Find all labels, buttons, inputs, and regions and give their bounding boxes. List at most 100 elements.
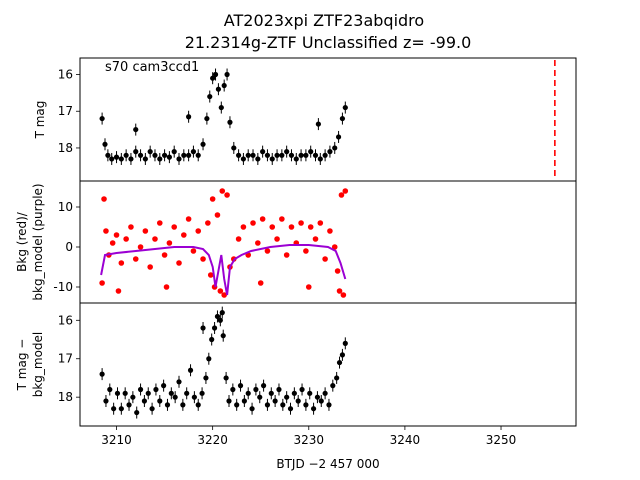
- tmag-data-point: [298, 152, 304, 158]
- diff-data-point: [339, 352, 346, 358]
- x-tick-label: 3230: [294, 433, 325, 447]
- diff-data-point: [219, 310, 225, 316]
- bkg-bkg-point: [207, 272, 214, 278]
- diff-data-point: [291, 390, 297, 396]
- bkg-bkg-point: [166, 240, 173, 246]
- tmag-y-tick-label: 18: [58, 141, 73, 155]
- bkg-bkg-point: [190, 248, 197, 254]
- bkg-bkg-point: [123, 236, 129, 242]
- tmag-data-point: [260, 149, 266, 155]
- diff-data-point: [245, 390, 251, 396]
- tmag-y-tick-label: 17: [58, 104, 73, 118]
- tmag-data-point: [284, 149, 290, 155]
- bkg-bkg-point: [171, 224, 178, 230]
- diff-data-point: [184, 390, 190, 396]
- panel-tmag: 16 17 18 T mag s70 cam3ccd1: [33, 60, 556, 180]
- bkg-bkg-point: [163, 284, 170, 290]
- bkg-bkg-point: [221, 292, 227, 298]
- diff-data-point: [310, 406, 317, 412]
- diff-y-ticks: 16 17 18: [58, 313, 80, 404]
- tmag-data-point: [105, 152, 111, 158]
- tmag-data-point: [342, 104, 348, 111]
- diff-data-point: [157, 398, 163, 404]
- tmag-data-point: [102, 141, 108, 147]
- panel-frames: [79, 57, 577, 427]
- x-tick-label: 3240: [390, 433, 421, 447]
- bkg-bkg-point: [115, 288, 122, 294]
- bkg-bkg-point: [205, 220, 211, 226]
- tmag-data-point: [218, 104, 224, 111]
- diff-data-point: [172, 394, 178, 400]
- bkg-bkg-point: [109, 240, 116, 246]
- diff-data-point: [307, 390, 313, 396]
- diff-data-point: [114, 390, 121, 396]
- bkg-bkg-point: [274, 236, 280, 242]
- diff-data-point: [318, 398, 324, 404]
- diff-data-point: [149, 406, 155, 412]
- diff-data-point: [237, 383, 244, 389]
- tmag-data-point: [224, 71, 230, 78]
- bkg-bkg-point: [269, 224, 276, 230]
- tmag-data-point: [113, 154, 120, 160]
- diff-data-point: [334, 375, 340, 381]
- diff-data-point: [130, 394, 136, 400]
- bkg-bkg-point: [322, 256, 328, 262]
- diff-data-point: [153, 386, 159, 393]
- tmag-data-point: [335, 134, 342, 140]
- bkg-y-ticks: -10 0 10: [53, 200, 80, 294]
- sector-camera-annotation: s70 cam3ccd1: [105, 60, 199, 75]
- tmag-y-label: T mag: [33, 101, 47, 140]
- tmag-data-point: [186, 114, 192, 120]
- bkg-bkg-point: [118, 260, 125, 266]
- x-tick-label: 3250: [486, 433, 517, 447]
- tmag-data-point: [99, 115, 105, 122]
- tmag-data-point: [204, 115, 210, 122]
- diff-data-point: [118, 406, 124, 412]
- bkg-bkg-point: [264, 248, 271, 254]
- bkg-bkg-point: [152, 236, 158, 242]
- chart-title-line1: AT2023xpi ZTF23abqidro: [224, 11, 424, 30]
- diff-data-point: [199, 390, 205, 396]
- diff-data-point: [276, 386, 282, 393]
- tmag-data-point: [186, 152, 192, 158]
- bkg-bkg-point: [250, 220, 256, 226]
- diff-data-point: [260, 383, 267, 389]
- tmag-data-point: [190, 149, 197, 155]
- bkg-bkg-point: [137, 244, 144, 250]
- tmag-data-point: [118, 156, 124, 162]
- bkg-bkg-point: [283, 252, 290, 258]
- bkg-bkg-point: [240, 224, 247, 230]
- bkg-bkg-point: [303, 248, 309, 254]
- bkg-bkg-point: [214, 212, 221, 218]
- bkg-bkg-point: [279, 216, 285, 222]
- tmag-data-point: [171, 149, 177, 155]
- diff-data-point: [180, 402, 186, 408]
- tmag-data-point: [327, 149, 333, 155]
- tmag-data-point: [317, 156, 323, 162]
- bkg-bkg-point: [224, 192, 230, 198]
- tmag-data-point: [315, 121, 321, 127]
- diff-data-point: [209, 336, 215, 343]
- diff-data-point: [226, 398, 232, 404]
- tmag-data-point: [288, 152, 295, 158]
- tmag-data-point: [312, 152, 319, 158]
- diff-data-point: [214, 313, 221, 320]
- tmag-data-point: [137, 152, 144, 158]
- tmag-data-point: [133, 126, 139, 133]
- diff-data-point: [330, 383, 336, 389]
- bkg-bkg-point: [200, 256, 206, 262]
- bkg-bkg-point: [219, 188, 226, 194]
- bkg-bkg-point: [209, 196, 216, 202]
- diff-data-point: [211, 325, 218, 331]
- diff-data-point: [103, 398, 109, 404]
- diff-data-point: [249, 406, 255, 412]
- diff-data-point: [220, 333, 226, 339]
- bkg-bkg-point: [195, 228, 202, 234]
- bkg-bkg-point: [176, 260, 182, 266]
- tmag-data-point: [161, 152, 168, 158]
- tmag-data-point: [303, 152, 309, 158]
- diff-data-point: [217, 317, 223, 323]
- x-axis-ticks: 3210 3220 3230 3240 3250: [101, 426, 516, 447]
- bkg-bkg-point: [338, 192, 345, 198]
